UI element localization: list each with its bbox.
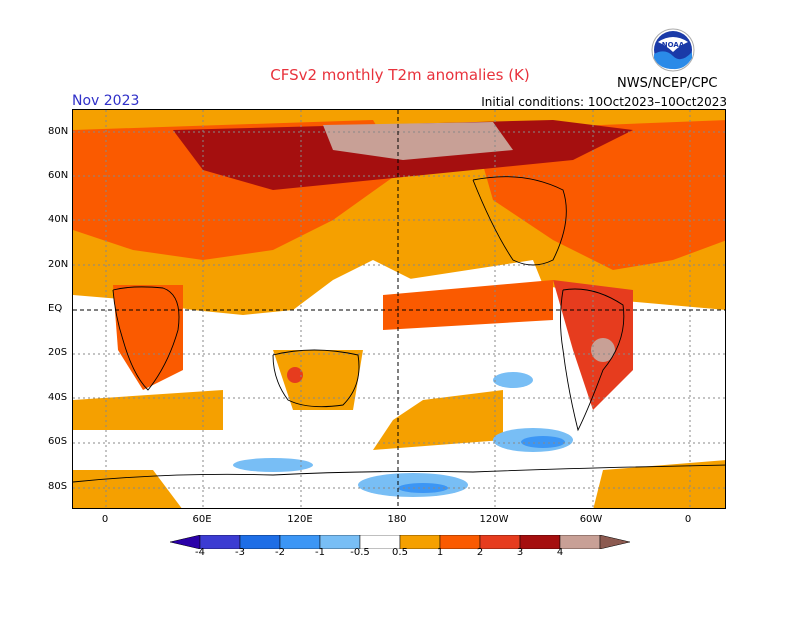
- lon-label-0-east: 0: [684, 514, 692, 525]
- lat-label-80n: 80N: [48, 126, 69, 137]
- colorbar-segment: [599, 535, 630, 549]
- colorbar-label: -2: [275, 547, 285, 558]
- noaa-logo-text: NOAA: [662, 41, 685, 49]
- lat-label-60n: 60N: [48, 170, 69, 181]
- initial-conditions: Initial conditions: 10Oct2023–10Oct2023: [481, 95, 727, 109]
- colorbar-label: -3: [235, 547, 245, 558]
- lat-label-40s: 40S: [48, 392, 68, 403]
- lat-label-20n: 20N: [48, 259, 69, 270]
- lon-label-120w: 120W: [479, 514, 509, 525]
- lon-label-60w: 60W: [579, 514, 603, 525]
- colorbar-label: -4: [195, 547, 205, 558]
- lat-label-60s: 60S: [48, 436, 68, 447]
- lat-label-20s: 20S: [48, 347, 68, 358]
- colorbar-label: 4: [556, 547, 564, 558]
- map-title: CFSv2 monthly T2m anomalies (K): [270, 66, 530, 84]
- lat-label-40n: 40N: [48, 214, 69, 225]
- lon-label-180: 180: [387, 514, 407, 525]
- lat-label-80s: 80S: [48, 481, 68, 492]
- forecast-month: Nov 2023: [72, 93, 140, 109]
- colorbar-label: 2: [476, 547, 484, 558]
- colorbar-label: -1: [315, 547, 325, 558]
- lon-label-60e: 60E: [192, 514, 212, 525]
- colorbar-label: 3: [516, 547, 524, 558]
- lon-label-120e: 120E: [287, 514, 313, 525]
- colorbar-label: 0.5: [392, 547, 408, 558]
- colorbar: [170, 535, 630, 549]
- anomaly-map: [72, 109, 726, 509]
- lon-label-0: 0: [101, 514, 109, 525]
- noaa-logo: NOAA: [651, 28, 695, 72]
- colorbar-label: 1: [436, 547, 444, 558]
- agency-label: NWS/NCEP/CPC: [617, 76, 718, 91]
- colorbar-label: -0.5: [350, 547, 370, 558]
- lat-label-eq: EQ: [48, 303, 63, 314]
- anomaly-map-svg: [73, 110, 725, 508]
